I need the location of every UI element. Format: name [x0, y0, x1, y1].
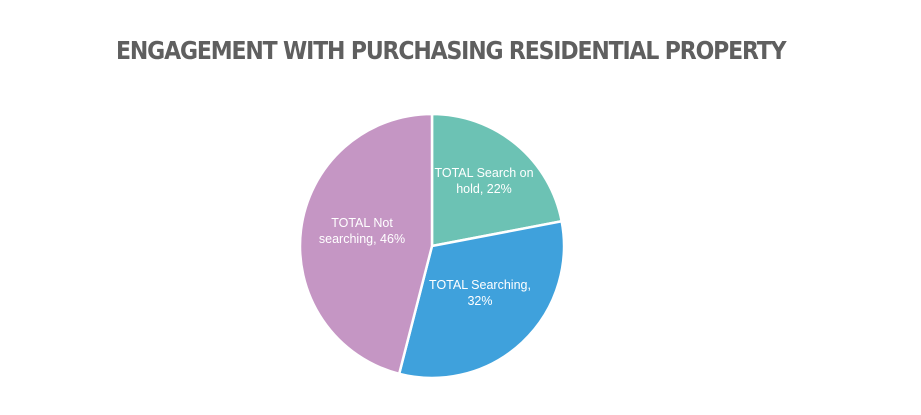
pie-slice-label-line: TOTAL Searching, — [429, 278, 531, 292]
pie-slice-label-line: TOTAL Search on — [434, 166, 533, 180]
pie-slice-label-2: TOTAL Searching, 32% — [429, 278, 531, 308]
pie-slices — [298, 112, 566, 380]
pie-slice-2 — [397, 220, 566, 380]
pie-slice-1 — [430, 112, 563, 248]
pie-slice-label-1: TOTAL Search on hold, 22% — [434, 166, 533, 196]
pie-slice-3 — [298, 112, 434, 376]
pie-labels: TOTAL Search on hold, 22% TOTAL Searching,… — [319, 166, 534, 308]
pie-slice-label-3: TOTAL Not searching, 46% — [319, 216, 405, 246]
pie-slice-label-line: hold, 22% — [456, 182, 512, 196]
chart-title: ENGAGEMENT WITH PURCHASING RESIDENTIAL P… — [116, 36, 787, 65]
pie-slice-label-line: 32% — [467, 294, 492, 308]
pie-slice-label-line: searching, 46% — [319, 232, 405, 246]
pie-slice-label-line: TOTAL Not — [331, 216, 393, 230]
